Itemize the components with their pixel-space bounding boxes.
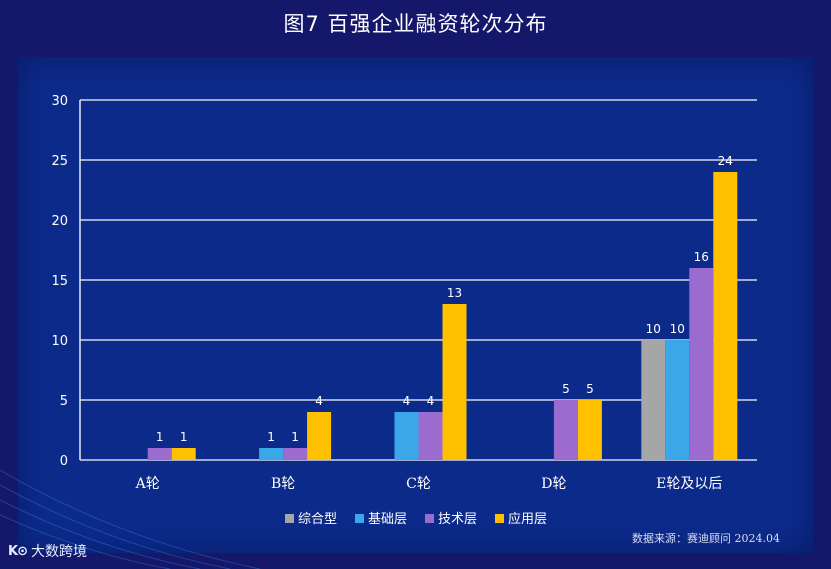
x-tick-label: A轮 [135,476,160,492]
data-label: 4 [403,394,411,408]
y-tick-label: 25 [51,154,68,169]
legend-label: 技术层 [438,512,477,527]
chart-panel [18,57,813,553]
bar [418,412,443,460]
brand-logo: K⊙ [8,543,28,559]
x-tick-label: C轮 [406,476,431,492]
bar [171,448,196,460]
data-label: 4 [427,394,435,408]
page-title: 图7 百强企业融资轮次分布 [283,12,548,36]
legend-swatch [495,514,504,523]
data-label: 5 [586,382,594,396]
bar [577,400,602,460]
bar [442,304,467,460]
x-tick-label: D轮 [541,476,566,492]
data-label: 4 [315,394,323,408]
bar [283,448,308,460]
legend-label: 应用层 [508,511,547,527]
legend-label: 综合型 [298,512,337,527]
y-tick-label: 30 [51,94,68,109]
bar [689,268,714,460]
bar [665,340,690,460]
legend-swatch [355,514,364,523]
legend-label: 基础层 [368,512,407,527]
y-tick-label: 0 [60,454,68,469]
x-tick-label: E轮及以后 [656,476,722,492]
data-label: 16 [694,250,709,264]
y-tick-label: 20 [51,214,68,229]
data-label: 5 [562,382,570,396]
brand-name: 大数跨境 [30,544,87,560]
bar [394,412,419,460]
bar [641,340,666,460]
x-tick-label: B轮 [271,476,295,492]
bar [713,172,738,460]
data-label: 24 [718,154,733,168]
bar [259,448,284,460]
data-label: 1 [180,430,188,444]
data-label: 10 [670,322,685,336]
data-label: 1 [267,430,275,444]
legend-swatch [425,514,434,523]
brand-watermark: K⊙ 大数跨境 [8,541,87,561]
data-label: 13 [447,286,462,300]
data-label: 1 [156,430,164,444]
y-tick-label: 10 [51,334,68,349]
y-tick-label: 15 [51,274,68,289]
data-label: 1 [291,430,299,444]
legend-swatch [285,514,294,523]
y-tick-label: 5 [60,394,68,409]
bar [307,412,332,460]
bar [553,400,578,460]
data-source-note: 数据来源：赛迪顾问 2024.04 [632,532,780,545]
data-label: 10 [646,322,661,336]
bar [147,448,172,460]
